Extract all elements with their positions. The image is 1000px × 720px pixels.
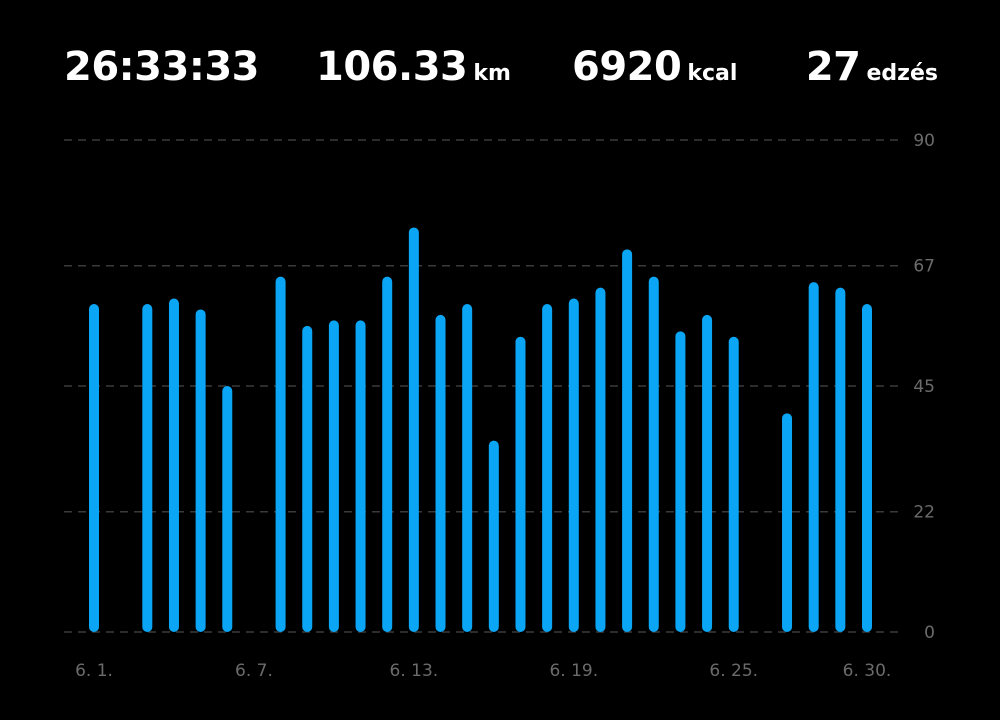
y-tick-label: 67 [913, 257, 935, 277]
bar [728, 336, 739, 632]
bar [222, 386, 233, 632]
y-tick-label: 22 [913, 503, 935, 523]
total-duration: 26:33:33 [64, 44, 259, 90]
bar [328, 320, 339, 632]
y-tick-label: 0 [924, 623, 935, 643]
bar [355, 320, 366, 632]
bar [568, 298, 579, 632]
bar [168, 298, 179, 632]
y-tick-label: 45 [913, 377, 935, 397]
grid-lines [64, 139, 900, 633]
distance-unit: km [473, 61, 511, 86]
bar [89, 304, 99, 632]
total-calories: 6920 kcal [572, 44, 737, 90]
x-tick-label: 6. 7. [235, 661, 273, 681]
bar [675, 331, 686, 632]
calories-value: 6920 [572, 44, 682, 90]
bar [542, 304, 553, 632]
summary-stats: 26:33:33 106.33 km 6920 kcal 27 edzés [0, 44, 1000, 104]
bar [275, 276, 286, 632]
bar [488, 440, 499, 632]
bar [648, 276, 659, 632]
workouts-value: 27 [805, 44, 861, 90]
bar [622, 249, 633, 633]
bar [435, 314, 446, 632]
bar [835, 287, 846, 632]
x-tick-label: 6. 25. [709, 661, 758, 681]
bar [302, 325, 313, 632]
bar [382, 276, 393, 632]
bar [195, 309, 206, 632]
y-axis-labels: 0 22 45 67 90 [913, 131, 935, 643]
duration-value: 26:33:33 [64, 44, 259, 90]
x-tick-label: 6. 13. [390, 661, 439, 681]
x-axis-labels: 6. 1. 6. 7. 6. 13. 6. 19. 6. 25. 6. 30. [75, 661, 891, 681]
total-distance: 106.33 km [316, 44, 511, 90]
bar [142, 304, 153, 632]
bar [702, 314, 713, 632]
bar [782, 413, 793, 632]
bar [462, 304, 473, 632]
bar [862, 304, 872, 632]
x-tick-label: 6. 30. [843, 661, 892, 681]
bar [595, 287, 606, 632]
bar [515, 336, 526, 632]
workouts-unit: edzés [866, 61, 939, 86]
distance-value: 106.33 [316, 44, 468, 90]
x-tick-label: 6. 19. [549, 661, 598, 681]
y-tick-label: 90 [913, 131, 935, 151]
x-tick-label: 6. 1. [75, 661, 113, 681]
bar [808, 282, 819, 632]
bar [408, 227, 419, 632]
workout-count: 27 edzés [806, 44, 938, 90]
calories-unit: kcal [687, 61, 738, 86]
bars [89, 227, 872, 633]
